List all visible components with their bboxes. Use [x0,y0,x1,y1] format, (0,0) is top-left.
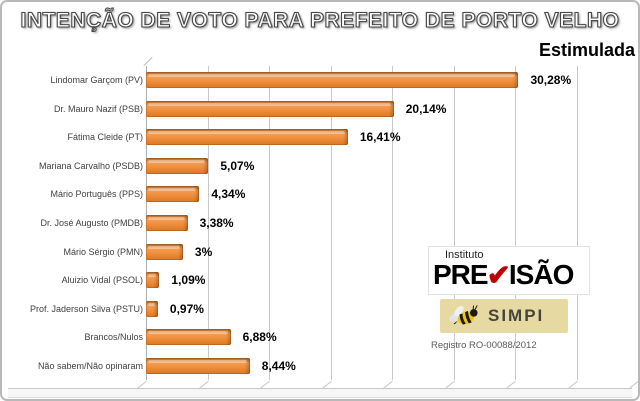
bar-row: 5,07% [146,152,638,181]
previsao-pre-text: PRE [433,259,489,291]
bar-4 [146,157,209,174]
category-label: Aluizio Vidal (PSOL) [61,275,143,286]
category-label: Mariana Carvalho (PSDB) [38,160,143,171]
category-label: Brancos/Nulos [84,332,143,343]
gridline-5 [196,66,209,391]
category-axis: Lindomar Garçom (PV) Dr. Mauro Nazif (PSB… [8,66,143,380]
value-label: 5,07% [220,158,255,173]
bar-row: 8,44% [146,351,638,380]
bar-7 [146,243,183,260]
gridline-30 [504,66,516,391]
chart-title: INTENÇÃO DE VOTO PARA PREFEITO DE PORTO … [20,8,620,32]
value-label: 3,38% [199,215,234,230]
value-label: 4,34% [211,187,246,202]
category-label: Não sabem/Não opinaram [37,360,143,371]
category-label: Fátima Cleide (PT) [67,132,143,143]
value-label: 20,14% [405,101,447,116]
value-label: 30,28% [530,73,572,88]
value-label: 16,41% [359,130,401,145]
value-label: 1,09% [171,273,206,288]
bar-row: 4,34% [146,180,638,209]
bar-chart: 30,28% 20,14% 16,41% 5,07% 4,34% 3,38% 3% 1,09%… [135,56,638,391]
gridline-20 [381,66,393,391]
chart-subtitle: Estimulada [538,40,635,60]
previsao-suffix-text: ISÃO [508,259,574,291]
check-icon: ✔ [486,260,511,293]
previsao-institute-label: Instituto [445,249,484,261]
bar-8 [146,272,160,289]
simpi-logo: SIMPI [440,299,568,333]
bar-row: 0,97% [146,294,638,323]
bar-5 [146,186,200,203]
simpi-label: SIMPI [488,306,545,325]
bar-11 [146,357,250,374]
bar-6 [146,214,188,231]
bar-9 [146,300,158,317]
previsao-logo: Instituto PRE✔ISÃO [428,246,590,296]
bar-row: 3,38% [146,209,638,238]
category-label: Mário Português (PPS) [50,189,143,200]
category-label: Dr. Mauro Nazif (PSB) [53,103,143,114]
bar-row: 20,14% [146,95,638,124]
previsao-wordmark: PRE✔ISÃO [433,259,585,293]
category-label: Dr. José Augusto (PMDB) [40,217,143,228]
value-label: 3% [194,244,213,259]
bar-row: 3% [146,237,638,266]
value-label: 0,97% [169,301,204,316]
bar-1 [146,72,519,89]
bar-row: 30,28% [146,66,638,95]
bar-10 [146,329,231,346]
category-label: Mário Sérgio (PMN) [63,246,143,257]
axis-top-edge [143,56,153,67]
value-label: 6,88% [242,330,277,345]
bar-row: 1,09% [146,266,638,295]
bee-icon [449,305,478,325]
gridline-25 [442,66,455,391]
category-label: Prof. Jaderson Silva (PSTU) [29,303,143,314]
bar-row: 6,88% [146,323,638,352]
bar-3 [146,129,348,146]
gridline-10 [258,66,270,391]
bar-row: 16,41% [146,123,638,152]
chart-floor [8,388,632,398]
gridline-15 [319,66,332,391]
value-label: 8,44% [261,358,296,373]
bar-2 [146,100,394,117]
gridline-40 [627,380,638,391]
gridline-35 [565,66,578,391]
registro-text: Registro RO-00088/2012 [431,340,537,351]
category-label: Lindomar Garçom (PV) [50,75,143,86]
